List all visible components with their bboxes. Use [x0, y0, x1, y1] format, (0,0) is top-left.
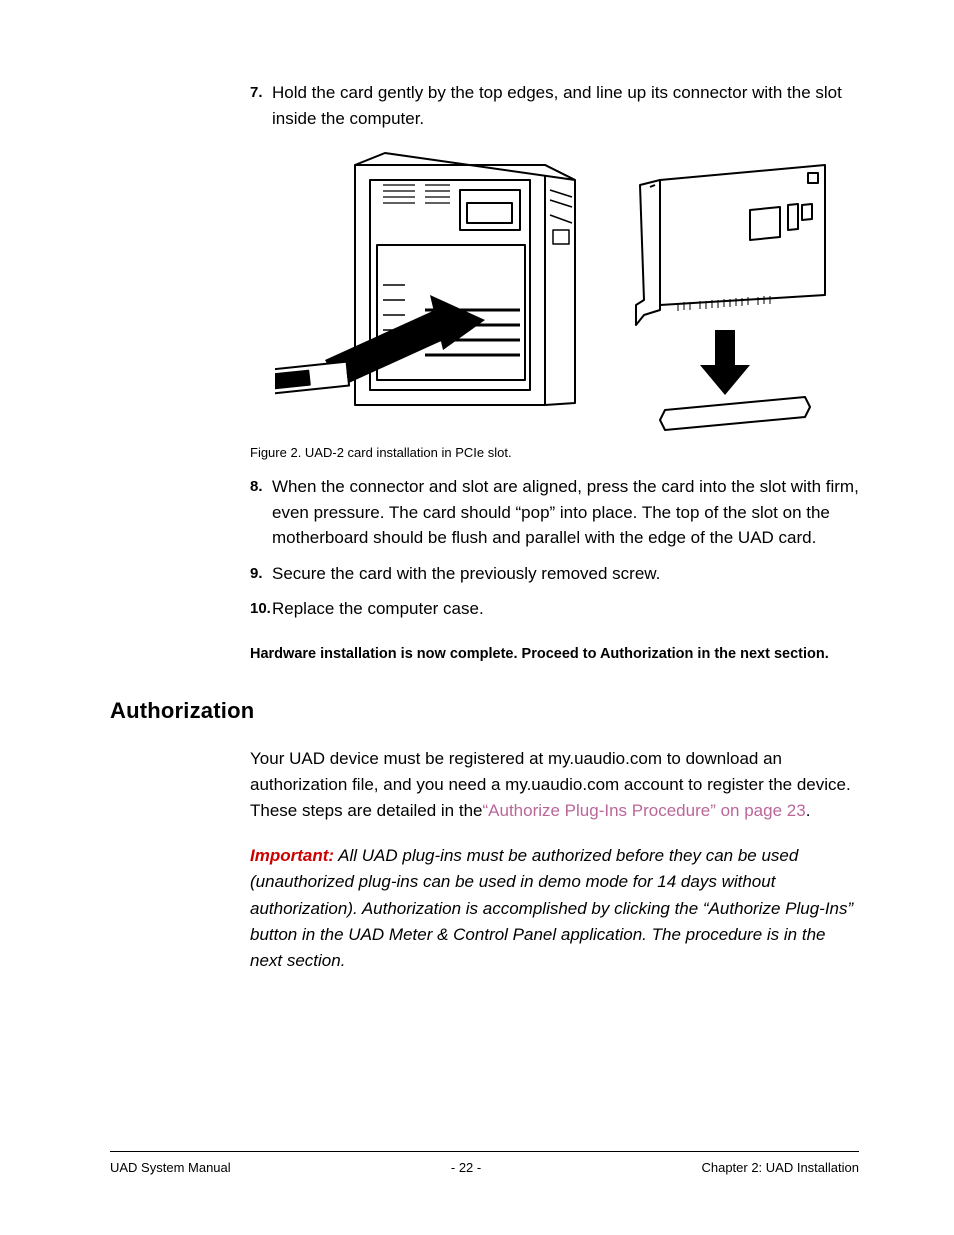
installation-diagram-icon [275, 145, 835, 435]
page: 7. Hold the card gently by the top edges… [0, 0, 954, 1235]
figure-2 [250, 145, 859, 435]
step-10: 10. Replace the computer case. [250, 596, 859, 622]
step-text: Secure the card with the previously remo… [272, 561, 859, 587]
footer-left: UAD System Manual [110, 1160, 231, 1175]
step-8: 8. When the connector and slot are align… [250, 474, 859, 551]
step-number: 7. [250, 80, 272, 131]
para-text-end: . [806, 801, 811, 820]
important-label: Important: [250, 846, 334, 865]
step-number: 9. [250, 561, 272, 587]
step-number: 10. [250, 596, 272, 622]
auth-paragraph-1: Your UAD device must be registered at my… [250, 746, 859, 825]
step-text: When the connector and slot are aligned,… [272, 474, 859, 551]
step-9: 9. Secure the card with the previously r… [250, 561, 859, 587]
footer-right: Chapter 2: UAD Installation [701, 1160, 859, 1175]
step-number: 8. [250, 474, 272, 551]
step-text: Replace the computer case. [272, 596, 859, 622]
step-text: Hold the card gently by the top edges, a… [272, 80, 859, 131]
step-7: 7. Hold the card gently by the top edges… [250, 80, 859, 131]
completion-note: Hardware installation is now complete. P… [250, 644, 859, 664]
section-heading-authorization: Authorization [110, 698, 859, 724]
page-footer: UAD System Manual - 22 - Chapter 2: UAD … [110, 1151, 859, 1175]
important-text: All UAD plug-ins must be authorized befo… [250, 846, 853, 970]
important-note: Important: All UAD plug-ins must be auth… [250, 843, 859, 975]
figure-caption: Figure 2. UAD-2 card installation in PCI… [250, 445, 859, 460]
authorize-procedure-link[interactable]: “Authorize Plug-Ins Procedure” on page 2… [482, 801, 805, 820]
footer-page-number: - 22 - [451, 1160, 481, 1175]
main-content: 7. Hold the card gently by the top edges… [250, 80, 859, 975]
